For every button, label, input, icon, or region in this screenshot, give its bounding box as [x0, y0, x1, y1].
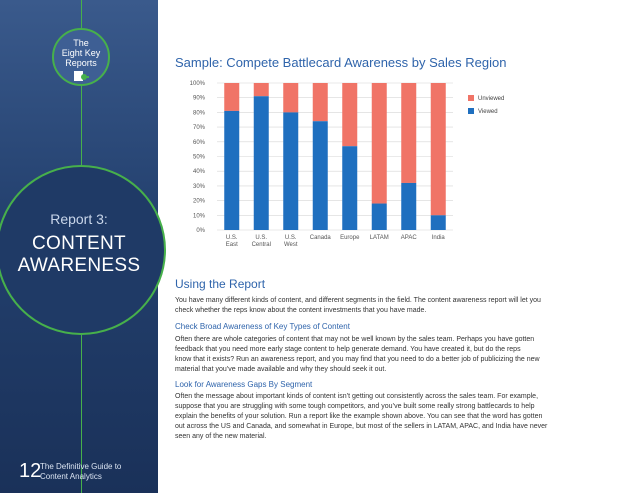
bar-unviewed — [371, 83, 387, 204]
report-title-line: CONTENT — [32, 233, 126, 254]
page-number: 12 — [19, 460, 42, 482]
x-tick-label: U.S. — [226, 235, 238, 241]
y-tick-label: 20% — [193, 199, 206, 205]
subheading-awareness-gaps: Look for Awareness Gaps By Segment — [175, 380, 313, 389]
x-tick-label: Central — [252, 242, 271, 248]
report-title: CONTENT AWARENESS — [0, 233, 158, 277]
broad-awareness-paragraph: Often there are whole categories of cont… — [175, 335, 615, 375]
bar-unviewed — [224, 83, 240, 111]
y-tick-label: 80% — [193, 110, 206, 116]
badge-line: Reports — [65, 58, 97, 68]
bar-unviewed — [401, 83, 417, 183]
legend-swatch — [468, 108, 474, 114]
text-line: Often the message about important kinds … — [175, 393, 539, 400]
bar-viewed — [312, 121, 328, 230]
footer-title: The Definitive Guide to Content Analytic… — [40, 462, 150, 482]
text-line: check whether the reps know about the co… — [175, 307, 427, 314]
bar-viewed — [430, 215, 446, 230]
x-tick-label: West — [284, 242, 298, 248]
footer-line: The Definitive Guide to — [40, 462, 122, 471]
x-tick-label: India — [432, 235, 446, 241]
bar-unviewed — [312, 83, 328, 122]
y-tick-label: 60% — [193, 140, 206, 146]
bar-viewed — [253, 96, 269, 230]
key-document-icon — [74, 71, 89, 81]
bar-unviewed — [253, 83, 269, 97]
x-tick-label: Europe — [340, 235, 360, 241]
y-tick-label: 50% — [193, 155, 206, 161]
bar-unviewed — [342, 83, 358, 147]
report-title-line: AWARENESS — [17, 255, 141, 276]
x-tick-label: U.S. — [285, 235, 297, 241]
bar-viewed — [342, 146, 358, 230]
y-tick-label: 40% — [193, 169, 206, 175]
connector-line-middle — [81, 86, 82, 165]
connector-line-bottom — [81, 335, 82, 493]
report-circle — [0, 165, 166, 335]
y-tick-label: 10% — [193, 213, 206, 219]
y-tick-label: 100% — [190, 81, 206, 87]
text-line: You have many different kinds of content… — [175, 297, 541, 304]
bar-viewed — [371, 203, 387, 230]
connector-line-top — [81, 0, 82, 28]
eight-key-reports-badge: The Eight Key Reports — [52, 28, 110, 86]
section-heading: Using the Report — [175, 277, 266, 291]
badge-line: The — [73, 38, 89, 48]
legend-label: Unviewed — [478, 96, 504, 102]
text-line: feedback that you need more early stage … — [175, 346, 521, 353]
subheading-broad-awareness: Check Broad Awareness of Key Types of Co… — [175, 322, 350, 331]
text-line: material that you’ve made available and … — [175, 366, 387, 373]
bar-unviewed — [283, 83, 299, 113]
bar-unviewed — [430, 83, 446, 216]
x-tick-label: APAC — [401, 235, 418, 241]
x-tick-label: East — [226, 242, 238, 248]
y-tick-label: 90% — [193, 96, 206, 102]
intro-paragraph: You have many different kinds of content… — [175, 296, 615, 316]
text-line: suppose that you are struggling with som… — [175, 403, 535, 410]
text-line: out across the US and Canada, and somewh… — [175, 423, 548, 430]
x-tick-label: LATAM — [370, 235, 389, 241]
chart-title: Sample: Compete Battlecard Awareness by … — [175, 55, 507, 70]
report-number: Report 3: — [50, 211, 108, 227]
text-line: seen any of the new material. — [175, 433, 267, 440]
y-tick-label: 0% — [196, 228, 205, 234]
y-tick-label: 70% — [193, 125, 206, 131]
x-tick-label: U.S. — [255, 235, 267, 241]
x-tick-label: Canada — [310, 235, 332, 241]
sidebar: The Eight Key Reports Report 3: CONTENT … — [0, 0, 166, 493]
legend-swatch — [468, 95, 474, 101]
text-line: know that it exists? Run an awareness re… — [175, 356, 540, 363]
y-tick-label: 30% — [193, 184, 206, 190]
legend-label: Viewed — [478, 109, 498, 115]
badge-line: Eight Key — [61, 48, 101, 58]
bar-viewed — [401, 182, 417, 230]
text-line: explain the benefits of your solution. R… — [175, 413, 543, 420]
bar-viewed — [283, 112, 299, 230]
text-line: Often there are whole categories of cont… — [175, 336, 535, 343]
bar-viewed — [224, 110, 240, 230]
awareness-gaps-paragraph: Often the message about important kinds … — [175, 392, 615, 442]
footer-line: Content Analytics — [40, 472, 102, 481]
stacked-bar-chart: 0%10%20%30%40%50%60%70%80%90%100%U.S.Eas… — [190, 81, 505, 248]
